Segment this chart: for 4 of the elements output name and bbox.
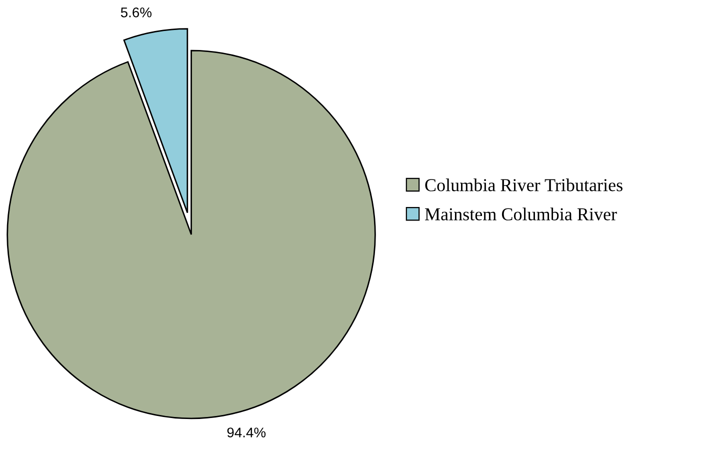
legend-label: Mainstem Columbia River (425, 208, 617, 220)
data-label: 94.4% (227, 428, 266, 438)
data-label: 5.6% (120, 7, 152, 18)
legend-label: Columbia River Tributaries (425, 178, 622, 192)
